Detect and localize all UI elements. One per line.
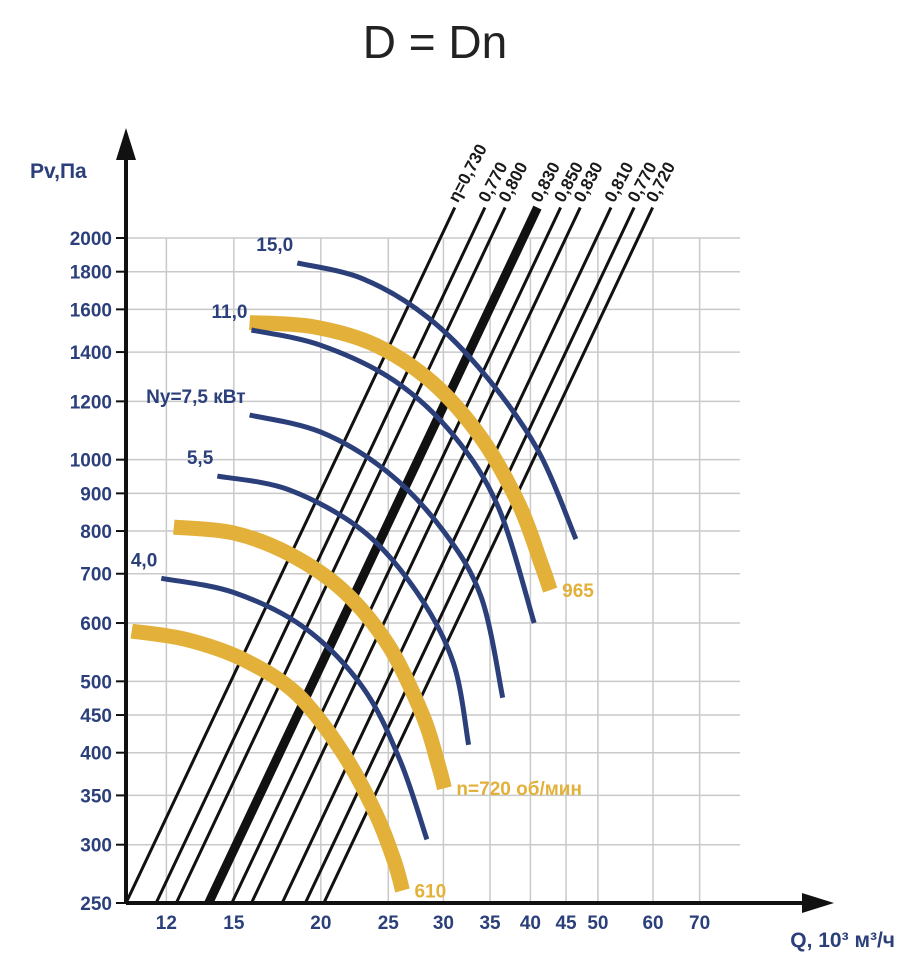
x-tick-label: 20 — [310, 913, 331, 934]
y-tick-label: 300 — [80, 836, 112, 857]
power-curve-label: 11,0 — [212, 302, 248, 323]
y-tick-label: 1200 — [70, 392, 112, 413]
y-axis-label: Pv,Па — [30, 160, 87, 183]
x-tick-label: 45 — [555, 913, 577, 934]
efficiency-line — [230, 206, 562, 904]
y-tick-label: 2000 — [70, 229, 112, 250]
y-tick-label: 800 — [80, 522, 112, 543]
chart-title: D = Dn — [363, 16, 507, 68]
power-curve-label: 5,5 — [187, 448, 214, 469]
tick-labels: 12 15 20 25 30 35 40 45 50 60 70 250 300 350 400 450 500… — [70, 229, 710, 934]
x-tick-label: 50 — [587, 913, 608, 934]
power-curve — [160, 575, 430, 841]
y-tick-label: 1400 — [70, 343, 112, 364]
y-tick-label: 400 — [80, 744, 112, 765]
power-curve — [216, 473, 472, 746]
curves — [130, 260, 579, 893]
y-tick-label: 900 — [80, 484, 112, 505]
speed-curve — [130, 623, 410, 893]
y-tick-label: 1600 — [70, 300, 112, 321]
y-tick-label: 500 — [80, 672, 112, 693]
y-tick-label: 1000 — [70, 451, 112, 472]
power-curve — [250, 327, 537, 624]
speed-curve-label: 610 — [414, 881, 446, 902]
y-tick-label: 350 — [80, 786, 112, 807]
grid — [116, 237, 740, 904]
efficiency-line — [322, 206, 654, 904]
power-curve-label: 15,0 — [256, 235, 293, 256]
x-tick-label: 12 — [156, 913, 177, 934]
power-curve-label: Ny=7,5 кВт — [146, 387, 245, 408]
speed-curve-label: n=720 об/мин — [456, 779, 582, 800]
y-tick-label: 450 — [80, 706, 112, 727]
speed-curve — [249, 315, 558, 593]
x-tick-label: 30 — [433, 913, 454, 934]
power-curve — [249, 412, 506, 699]
x-axis-label: Q, 10³ м³/ч — [790, 929, 895, 952]
y-tick-label: 700 — [80, 565, 112, 586]
efficiency-lines — [124, 205, 654, 905]
efficiency-line — [250, 206, 582, 904]
x-tick-label: 70 — [689, 913, 710, 934]
y-axis-arrow-icon — [116, 128, 136, 160]
efficiency-line — [280, 206, 613, 904]
y-tick-label: 600 — [80, 614, 112, 635]
x-axis-arrow-icon — [802, 893, 834, 913]
curve-labels: η=0,7300,7700,8000,8300,8500,8300,8100,7… — [131, 141, 679, 902]
x-tick-label: 25 — [378, 913, 400, 934]
x-tick-label: 15 — [223, 913, 245, 934]
speed-curve — [173, 519, 452, 791]
speed-curve-label: 965 — [562, 581, 594, 602]
power-curve — [296, 260, 579, 541]
y-tick-label: 1800 — [70, 263, 112, 284]
efficiency-line — [154, 206, 487, 904]
x-tick-label: 35 — [479, 913, 501, 934]
axes — [116, 128, 834, 913]
x-tick-label: 60 — [642, 913, 663, 934]
efficiency-line — [174, 206, 507, 904]
y-tick-label: 250 — [80, 894, 112, 915]
efficiency-line — [204, 205, 542, 905]
power-curve-label: 4,0 — [131, 550, 157, 571]
x-tick-label: 40 — [520, 913, 541, 934]
